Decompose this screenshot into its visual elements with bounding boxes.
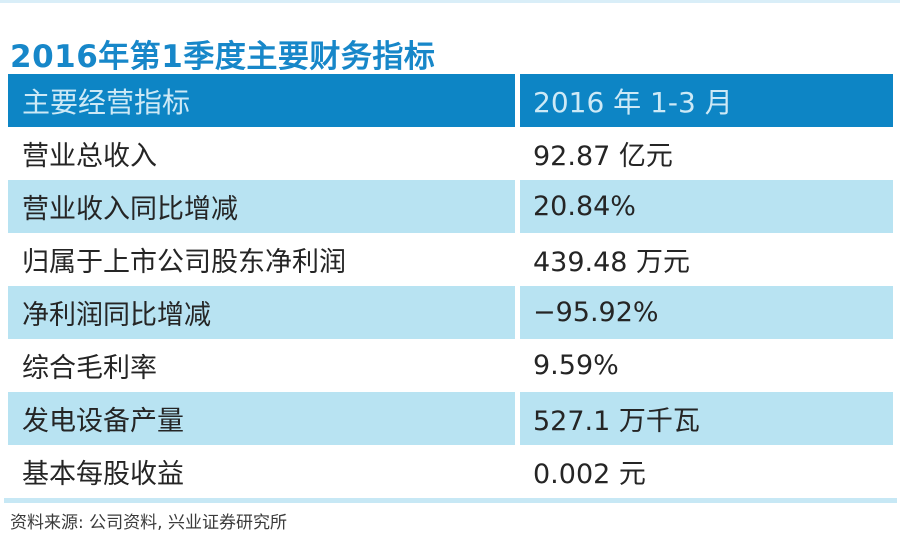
row-label: 基本每股收益 bbox=[22, 459, 184, 490]
table-row: 基本每股收益 0.002 元 bbox=[8, 445, 893, 498]
row-value: 9.59% bbox=[533, 350, 619, 381]
table-row: 归属于上市公司股东净利润 439.48 万元 bbox=[8, 233, 893, 286]
table-row: 营业总收入 92.87 亿元 bbox=[8, 127, 893, 180]
top-divider-rule bbox=[0, 0, 900, 3]
row-label: 净利润同比增减 bbox=[8, 286, 515, 339]
table-header-row: 主要经营指标 2016 年 1-3 月 bbox=[8, 74, 893, 127]
row-label: 综合毛利率 bbox=[22, 353, 157, 384]
header-cell-period: 2016 年 1-3 月 bbox=[520, 74, 893, 127]
row-value: 92.87 亿元 bbox=[533, 141, 673, 172]
table-row: 发电设备产量 527.1 万千瓦 bbox=[8, 392, 893, 445]
financial-indicators-table: 主要经营指标 2016 年 1-3 月 营业总收入 92.87 亿元 营业收入同… bbox=[8, 74, 893, 498]
table-row: 综合毛利率 9.59% bbox=[8, 339, 893, 392]
source-note: 资料来源: 公司资料, 兴业证券研究所 bbox=[10, 513, 287, 533]
row-value: 0.002 元 bbox=[533, 459, 646, 490]
page-title: 2016年第1季度主要财务指标 bbox=[10, 38, 436, 75]
row-value: 439.48 万元 bbox=[533, 247, 691, 278]
row-label: 发电设备产量 bbox=[8, 392, 515, 445]
row-label: 营业收入同比增减 bbox=[8, 180, 515, 233]
table-row: 净利润同比增减 −95.92% bbox=[8, 286, 893, 339]
row-value: 527.1 万千瓦 bbox=[520, 392, 893, 445]
row-value: −95.92% bbox=[520, 286, 893, 339]
row-label: 归属于上市公司股东净利润 bbox=[22, 247, 346, 278]
row-label: 营业总收入 bbox=[22, 141, 157, 172]
table-row: 营业收入同比增减 20.84% bbox=[8, 180, 893, 233]
bottom-divider-rule bbox=[4, 498, 897, 503]
row-value: 20.84% bbox=[520, 180, 893, 233]
header-cell-indicator: 主要经营指标 bbox=[8, 74, 515, 127]
